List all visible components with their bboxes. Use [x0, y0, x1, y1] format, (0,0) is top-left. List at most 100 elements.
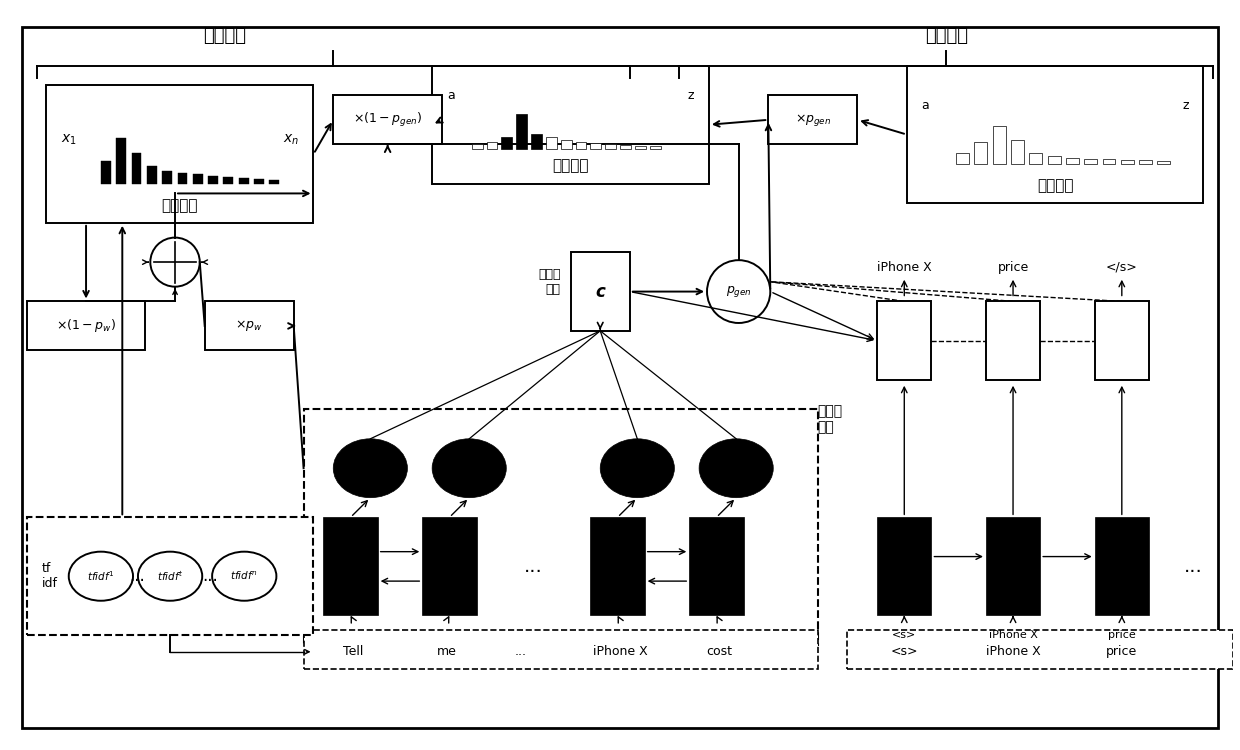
Bar: [146, 166, 156, 184]
Text: ...: ...: [544, 459, 563, 478]
Bar: [689, 518, 744, 616]
Bar: [1157, 160, 1171, 164]
Text: 最终分布: 最终分布: [552, 158, 589, 173]
Text: $tfidf^n$: $tfidf^n$: [231, 570, 258, 583]
Text: cost: cost: [706, 645, 732, 658]
Text: <s>: <s>: [892, 630, 916, 640]
Text: 上下文
向量: 上下文 向量: [538, 268, 560, 296]
Bar: [575, 142, 587, 149]
Bar: [423, 518, 476, 616]
Bar: [177, 173, 187, 184]
Text: a: a: [446, 88, 455, 102]
Text: 注意力
权重: 注意力 权重: [817, 404, 843, 434]
Text: ...: ...: [130, 567, 145, 585]
Text: $p_{gen}$: $p_{gen}$: [725, 284, 751, 299]
Text: iPhone X: iPhone X: [986, 645, 1040, 658]
Bar: [324, 518, 378, 616]
Text: c: c: [595, 283, 605, 301]
Text: $\times(1-p_w)$: $\times(1-p_w)$: [56, 317, 117, 334]
Bar: [847, 630, 1233, 670]
Bar: [650, 146, 661, 149]
Bar: [516, 113, 527, 149]
Bar: [560, 140, 572, 149]
Bar: [131, 153, 141, 184]
Text: $tfidf^1$: $tfidf^1$: [87, 569, 114, 583]
Bar: [304, 410, 817, 645]
Bar: [1029, 153, 1042, 164]
Text: iPhone X: iPhone X: [593, 645, 647, 658]
Bar: [993, 126, 1006, 164]
Bar: [117, 138, 126, 184]
Ellipse shape: [432, 439, 506, 498]
Bar: [254, 179, 264, 184]
Bar: [1121, 160, 1133, 164]
Bar: [1011, 140, 1024, 164]
Text: Tell: Tell: [342, 645, 363, 658]
Bar: [986, 302, 1040, 380]
Bar: [1102, 159, 1116, 164]
Text: price: price: [1109, 630, 1136, 640]
Bar: [620, 146, 631, 149]
Text: $x_1$: $x_1$: [61, 132, 77, 147]
Bar: [501, 136, 512, 149]
Text: ...: ...: [525, 557, 543, 576]
Text: $tfidf^t$: $tfidf^t$: [156, 569, 184, 583]
Bar: [162, 171, 172, 184]
Bar: [304, 630, 817, 670]
Text: z: z: [688, 88, 694, 102]
Text: 词表分布: 词表分布: [1037, 178, 1074, 193]
Bar: [877, 302, 931, 380]
Text: 抄取模式: 抄取模式: [203, 28, 246, 46]
Bar: [223, 177, 233, 184]
Bar: [605, 144, 616, 149]
Text: </s>: </s>: [1106, 260, 1137, 274]
Bar: [46, 86, 314, 223]
Text: tf
idf: tf idf: [42, 562, 57, 590]
Bar: [1140, 160, 1152, 164]
Bar: [239, 178, 249, 184]
Text: $x_n$: $x_n$: [283, 132, 299, 147]
Bar: [590, 143, 601, 149]
Text: $\times p_{gen}$: $\times p_{gen}$: [795, 112, 831, 128]
Bar: [205, 302, 294, 350]
Bar: [208, 176, 218, 184]
Text: price: price: [1106, 645, 1137, 658]
Bar: [1095, 518, 1149, 616]
Bar: [1048, 156, 1060, 164]
Bar: [27, 518, 314, 635]
Bar: [769, 95, 857, 144]
Text: $\times(1-p_{gen})$: $\times(1-p_{gen})$: [353, 111, 423, 129]
Bar: [956, 153, 968, 164]
Text: a: a: [921, 98, 929, 112]
Bar: [1084, 158, 1097, 164]
Bar: [906, 66, 1203, 203]
Bar: [269, 179, 279, 184]
Bar: [193, 175, 202, 184]
Bar: [432, 66, 709, 184]
Bar: [1095, 302, 1149, 380]
Ellipse shape: [334, 439, 408, 498]
Bar: [546, 136, 557, 149]
Ellipse shape: [600, 439, 675, 498]
Text: price: price: [997, 260, 1029, 274]
Text: ...: ...: [202, 567, 217, 585]
Bar: [570, 252, 630, 331]
Bar: [590, 518, 645, 616]
Bar: [486, 142, 497, 149]
Text: iPhone X: iPhone X: [988, 630, 1038, 640]
Bar: [471, 144, 482, 149]
Ellipse shape: [699, 439, 774, 498]
Bar: [100, 160, 110, 184]
Text: ...: ...: [515, 645, 527, 658]
Text: me: me: [436, 645, 456, 658]
Bar: [27, 302, 145, 350]
Bar: [635, 146, 646, 149]
Text: ...: ...: [1184, 557, 1203, 576]
Bar: [975, 142, 987, 164]
Bar: [986, 518, 1040, 616]
Bar: [877, 518, 931, 616]
Text: z: z: [1182, 98, 1189, 112]
Bar: [531, 134, 542, 149]
Text: <s>: <s>: [890, 645, 918, 658]
Text: 生成模式: 生成模式: [925, 28, 967, 46]
